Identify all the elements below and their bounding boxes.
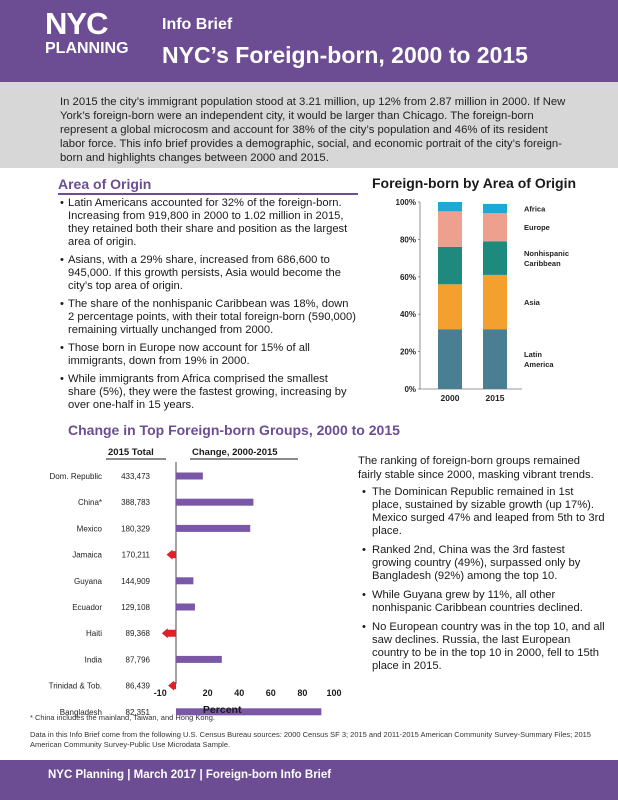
change-column-header: Change, 2000-2015 bbox=[192, 447, 278, 458]
category-label: Dom. Republic bbox=[50, 472, 102, 481]
series-label: Asia bbox=[524, 298, 541, 307]
change-bar bbox=[176, 708, 322, 716]
change-chart-title: Change in Top Foreign-born Groups, 2000 … bbox=[68, 422, 400, 438]
series-label: Nonhispanic bbox=[524, 249, 569, 258]
category-label: Guyana bbox=[74, 577, 103, 586]
series-label: Caribbean bbox=[524, 259, 561, 268]
category-label: Trinidad & Tob. bbox=[49, 682, 102, 691]
change-bar bbox=[176, 472, 203, 480]
change-bar-negative bbox=[166, 549, 176, 560]
stack-segment bbox=[438, 246, 462, 285]
y-tick-label: 60% bbox=[400, 273, 416, 282]
stack-segment bbox=[438, 284, 462, 330]
category-label: China* bbox=[78, 498, 102, 507]
stacked-chart-title: Foreign-born by Area of Origin bbox=[372, 175, 577, 191]
series-label: America bbox=[524, 360, 554, 369]
category-label: Mexico bbox=[77, 524, 103, 533]
ranking-bullets: The Dominican Republic remained in 1st p… bbox=[362, 486, 606, 679]
total-value: 433,473 bbox=[121, 472, 150, 481]
change-bar bbox=[176, 498, 254, 506]
total-value: 170,211 bbox=[122, 551, 151, 560]
total-value: 180,329 bbox=[121, 524, 150, 533]
total-value: 129,108 bbox=[121, 603, 150, 612]
total-value: 87,796 bbox=[126, 655, 151, 664]
y-tick-label: 100% bbox=[396, 198, 416, 207]
stack-segment bbox=[483, 203, 507, 214]
stack-segment bbox=[483, 213, 507, 242]
y-tick-label: 20% bbox=[400, 348, 416, 357]
info-brief-kicker: Info Brief bbox=[162, 16, 233, 33]
header-banner: NYC PLANNING Info Brief NYC’s Foreign-bo… bbox=[0, 0, 618, 82]
nyc-planning-logo: NYC PLANNING bbox=[45, 6, 145, 58]
y-tick-label: 0% bbox=[404, 385, 416, 394]
footer-text: NYC Planning | March 2017 | Foreign-born… bbox=[48, 769, 332, 781]
total-value: 86,439 bbox=[126, 682, 151, 691]
stack-segment bbox=[483, 241, 507, 275]
total-value: 144,909 bbox=[121, 577, 150, 586]
stack-segment bbox=[483, 329, 507, 389]
total-value: 89,368 bbox=[126, 629, 151, 638]
bullet-item: No European country was in the top 10, a… bbox=[362, 621, 606, 673]
intro-paragraph: In 2015 the city’s immigrant population … bbox=[0, 82, 618, 168]
category-label: Jamaica bbox=[72, 551, 102, 560]
change-bar-negative bbox=[161, 628, 176, 639]
category-label: Haiti bbox=[86, 629, 102, 638]
footer-banner: NYC Planning | March 2017 | Foreign-born… bbox=[0, 760, 618, 800]
page-title: NYC’s Foreign-born, 2000 to 2015 bbox=[162, 42, 528, 68]
bullet-item: Asians, with a 29% share, increased from… bbox=[60, 254, 356, 293]
x-tick-label: 100 bbox=[326, 688, 341, 698]
ranking-lead-text: The ranking of foreign-born groups remai… bbox=[358, 455, 594, 481]
x-tick-label: 40 bbox=[234, 688, 244, 698]
stack-segment bbox=[438, 211, 462, 247]
total-column-header: 2015 Total bbox=[108, 447, 154, 458]
china-footnote: * China includes the mainland, Taiwan, a… bbox=[30, 713, 215, 722]
data-sources-note: Data in this Info Brief come from the fo… bbox=[30, 730, 591, 749]
x-tick-label: 20 bbox=[203, 688, 213, 698]
area-of-origin-heading: Area of Origin bbox=[58, 176, 152, 192]
change-bar-chart: 2015 Total Change, 2000-2015 Dom. Republic… bbox=[49, 447, 342, 717]
stack-segment bbox=[438, 202, 462, 212]
change-bar bbox=[176, 577, 194, 585]
series-label: Africa bbox=[524, 205, 546, 214]
bullet-item: While Guyana grew by 11%, all other nonh… bbox=[362, 589, 606, 615]
category-label: Bangladesh bbox=[60, 708, 102, 717]
x-axis-title: Percent bbox=[203, 704, 242, 716]
x-tick-label: 80 bbox=[297, 688, 307, 698]
bullet-item: Latin Americans accounted for 32% of the… bbox=[60, 197, 356, 249]
stack-segment bbox=[483, 274, 507, 330]
bullet-item: The share of the nonhispanic Caribbean w… bbox=[60, 298, 356, 337]
series-label: Europe bbox=[524, 223, 550, 232]
x-tick-label: 2015 bbox=[486, 393, 505, 403]
stack-segment bbox=[438, 329, 462, 389]
total-value: 388,783 bbox=[121, 498, 150, 507]
y-tick-label: 40% bbox=[400, 310, 416, 319]
bullet-item: The Dominican Republic remained in 1st p… bbox=[362, 486, 606, 538]
category-label: India bbox=[85, 655, 103, 664]
section-divider bbox=[58, 193, 358, 195]
y-tick-label: 80% bbox=[400, 235, 416, 244]
logo-nyc-text: NYC bbox=[45, 6, 108, 41]
category-label: Ecuador bbox=[72, 603, 102, 612]
area-of-origin-bullets: Latin Americans accounted for 32% of the… bbox=[60, 197, 356, 417]
change-bar bbox=[176, 524, 251, 532]
change-bar bbox=[176, 603, 195, 611]
x-tick-label: 2000 bbox=[441, 393, 460, 403]
series-label: Latin bbox=[524, 350, 542, 359]
total-value: 82,351 bbox=[126, 708, 151, 717]
logo-planning-text: PLANNING bbox=[45, 40, 129, 57]
x-tick-label: 60 bbox=[266, 688, 276, 698]
x-tick-label: -10 bbox=[154, 688, 167, 698]
bullet-item: While immigrants from Africa comprised t… bbox=[60, 373, 356, 412]
bullet-item: Ranked 2nd, China was the 3rd fastest gr… bbox=[362, 544, 606, 583]
bullet-item: Those born in Europe now account for 15%… bbox=[60, 342, 356, 368]
change-bar-negative bbox=[168, 680, 176, 691]
change-bar bbox=[176, 655, 222, 663]
